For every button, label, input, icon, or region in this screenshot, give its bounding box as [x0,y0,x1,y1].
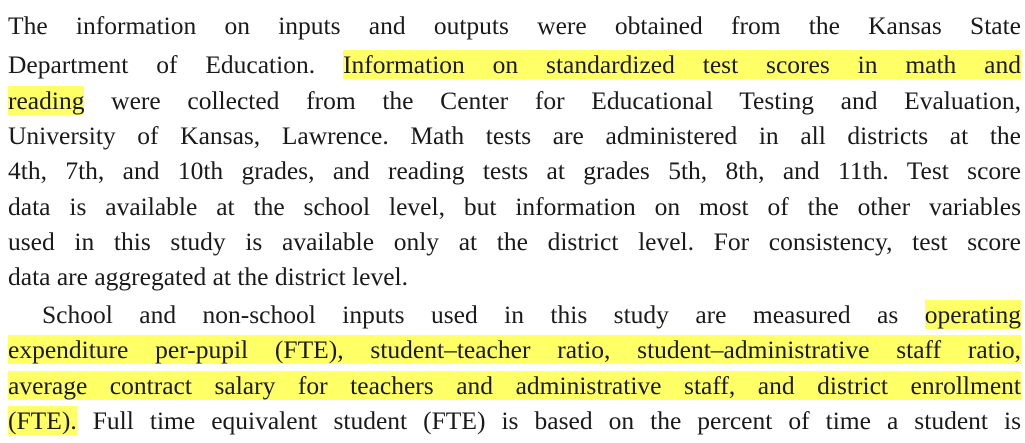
text-line: data is available at the school level, b… [8,189,1021,224]
text-line: reading were collected from the Center f… [8,83,1021,118]
text-line: 4th, 7th, and 10th grades, and reading t… [8,153,1021,188]
text-span: Full time equivalent student (FTE) is ba… [92,406,1021,435]
text-span: Department of Education. [8,50,316,79]
text-span: data is available at the school level, b… [8,192,1021,221]
text-span: The information on inputs and outputs we… [8,11,1021,40]
text-line: School and non-school inputs used in thi… [42,297,1021,332]
text-span: 4th, 7th, and 10th grades, and reading t… [8,156,1021,185]
text-span: School and non-school inputs used in thi… [42,300,899,329]
highlighted-text: operating [924,300,1021,329]
text-span: data are aggregated at the district leve… [8,262,409,291]
highlighted-text: reading [8,86,85,115]
text-line: used in this study is available only at … [8,224,1021,259]
text-line: data are aggregated at the district leve… [8,259,1021,294]
text-line: average contract salary for teachers and… [8,368,1021,403]
highlighted-text: expenditure per-pupil (FTE), student–tea… [8,335,1021,364]
highlighted-text: Information on standardized test scores … [342,50,1021,79]
text-span: used in this study is available only at … [8,227,1021,256]
text-line: Department of Education. Information on … [8,47,1021,82]
text-span: University of Kansas, Lawrence. Math tes… [8,121,1021,150]
text-span: were collected from the Center for Educa… [111,86,1022,115]
text-line: (FTE). Full time equivalent student (FTE… [8,403,1021,438]
text-line: University of Kansas, Lawrence. Math tes… [8,118,1021,153]
text-line: The information on inputs and outputs we… [8,8,1021,43]
text-line: expenditure per-pupil (FTE), student–tea… [8,332,1021,367]
highlighted-text: (FTE). [8,406,77,435]
highlighted-text: average contract salary for teachers and… [8,371,1021,400]
